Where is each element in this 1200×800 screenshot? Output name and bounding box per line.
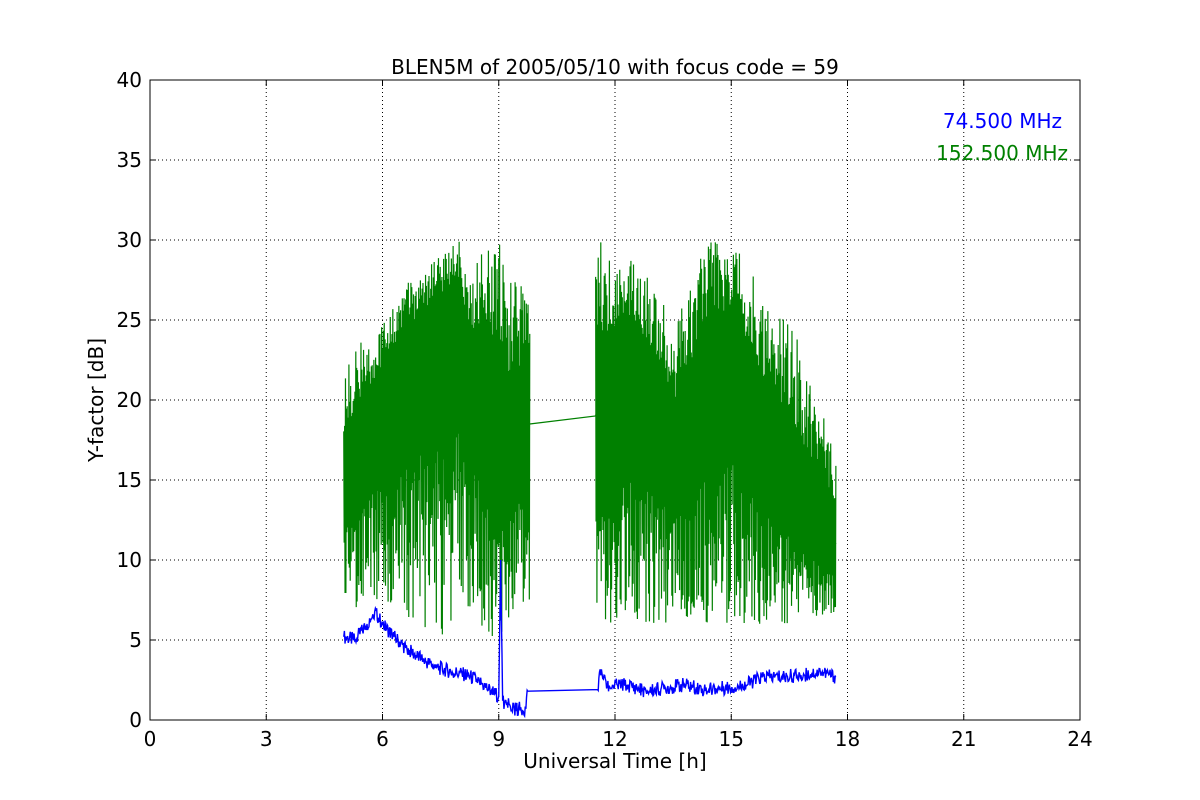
y-tick-label: 10 <box>117 548 142 572</box>
series-152-500-mhz-band <box>343 241 531 637</box>
y-tick-label: 35 <box>117 148 142 172</box>
series-152-500-mhz-band <box>595 242 837 624</box>
series-layer <box>343 241 837 719</box>
x-tick-label: 9 <box>492 727 505 751</box>
legend-entry: 74.500 MHz <box>943 109 1062 133</box>
y-tick-label: 5 <box>129 628 142 652</box>
legend: 74.500 MHz 152.500 MHz <box>936 109 1068 165</box>
x-tick-label: 15 <box>719 727 744 751</box>
legend-entry: 152.500 MHz <box>936 141 1068 165</box>
x-tick-label: 0 <box>144 727 157 751</box>
chart-title: BLEN5M of 2005/05/10 with focus code = 5… <box>391 55 839 79</box>
series-74-500-mhz-line <box>343 559 837 719</box>
x-tick-label: 18 <box>835 727 860 751</box>
x-tick-label: 24 <box>1067 727 1092 751</box>
x-axis-label: Universal Time [h] <box>523 749 706 773</box>
series-group <box>343 241 837 719</box>
x-tick-label: 12 <box>602 727 627 751</box>
y-tick-label: 0 <box>129 708 142 732</box>
series-152-500-mhz-line <box>343 302 837 545</box>
y-axis-label: Y-factor [dB] <box>84 338 108 463</box>
ticks: 0 3 6 9 12 15 18 21 24 0 5 10 15 20 25 30 35 40 <box>117 68 1093 751</box>
y-tick-label: 15 <box>117 468 142 492</box>
x-tick-label: 3 <box>260 727 273 751</box>
y-tick-label: 30 <box>117 228 142 252</box>
y-tick-label: 40 <box>117 68 142 92</box>
y-tick-label: 25 <box>117 308 142 332</box>
x-tick-label: 21 <box>951 727 976 751</box>
x-tick-label: 6 <box>376 727 389 751</box>
y-tick-label: 20 <box>117 388 142 412</box>
